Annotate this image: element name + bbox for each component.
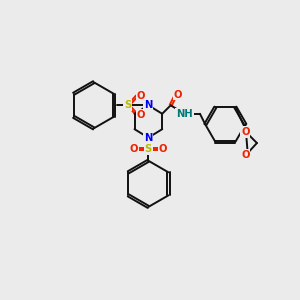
Text: O: O — [241, 127, 250, 137]
Text: O: O — [173, 89, 182, 100]
Text: O: O — [159, 144, 167, 154]
Text: O: O — [130, 144, 138, 154]
Text: O: O — [136, 110, 145, 119]
Text: S: S — [145, 144, 152, 154]
Text: N: N — [144, 100, 152, 110]
Text: N: N — [144, 133, 152, 142]
Text: O: O — [241, 150, 250, 160]
Text: NH: NH — [176, 109, 193, 119]
Text: S: S — [124, 100, 131, 110]
Text: O: O — [136, 91, 145, 101]
